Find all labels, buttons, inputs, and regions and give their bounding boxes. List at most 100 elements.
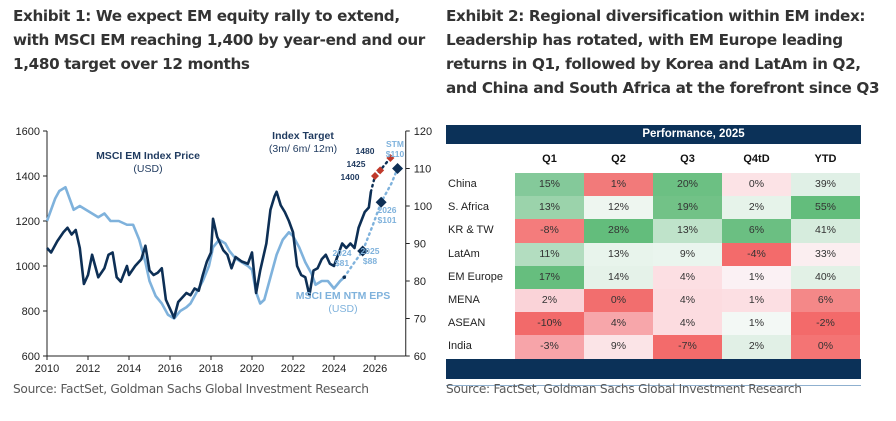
index-target-label: Index Target [272, 130, 334, 142]
exhibit1-line-chart: 600 800 1000 1200 1400 1600 60 70 80 90 100 110 120 2… [16, 126, 433, 375]
table-cell: 28% [584, 219, 653, 243]
left-tick-label: 800 [22, 306, 40, 318]
table-cell: -3% [515, 335, 584, 359]
left-tick-label: 1400 [16, 171, 40, 183]
table-cell: 12% [584, 196, 653, 220]
eps-target-marker [392, 163, 404, 174]
eps-target-marker [375, 196, 387, 208]
index-target-marker [386, 154, 395, 162]
table-row: ASEAN -10% 4% 4% 1% -2% [446, 312, 861, 336]
eps-series-unit: (USD) [328, 303, 357, 315]
row-label: China [448, 178, 477, 190]
exhibit1-source: Source: FactSet, Goldman Sachs Global In… [13, 382, 369, 396]
row-label: S. Africa [448, 201, 489, 214]
table-cell: -8% [515, 219, 584, 243]
x-tick-label: 2020 [240, 363, 264, 375]
right-tick-label: 80 [414, 276, 426, 288]
x-tick-label: 2018 [199, 363, 223, 375]
eps-stm-year: STM [386, 139, 404, 149]
table-cell: 13% [584, 242, 653, 266]
column-header: Q2 [611, 152, 626, 165]
eps-stm-value: $110 [386, 149, 405, 159]
row-label: India [448, 340, 472, 353]
eps-2025-value: $88 [363, 256, 377, 266]
right-tick-label: 100 [414, 201, 432, 213]
right-tick-label: 60 [414, 351, 426, 363]
row-label: LatAm [448, 247, 480, 260]
table-cell: 9% [653, 242, 722, 266]
table-row: LatAm 11% 13% 9% -4% 33% [446, 242, 861, 266]
table-cell: 40% [791, 265, 860, 289]
table-cell: 0% [584, 288, 653, 313]
table-cell: 2% [722, 196, 791, 220]
table-row: China 15% 1% 20% 0% 39% [446, 173, 861, 197]
column-header: YTD [814, 152, 837, 165]
table-cell: 6% [791, 288, 860, 313]
x-tick-label: 2014 [117, 363, 141, 375]
table-cell: 55% [791, 196, 860, 220]
table-row: India -3% 9% -7% 2% 0% [446, 335, 861, 359]
table-cell: 19% [653, 196, 722, 220]
x-tick-label: 2010 [35, 363, 59, 375]
table-row: EM Europe 17% 14% 4% 1% 40% [446, 265, 861, 289]
eps-2026-value: $101 [378, 215, 397, 225]
table-cell: 9% [584, 335, 653, 359]
right-tick-label: 120 [414, 126, 432, 138]
eps-point-2024 [342, 275, 347, 280]
row-label: EM Europe [448, 270, 504, 283]
x-tick-label: 2022 [281, 363, 305, 375]
table-cell: 1% [584, 173, 653, 197]
eps-projection-line [343, 167, 399, 279]
table-divider [446, 384, 861, 386]
table-cell: 11% [515, 242, 584, 266]
right-tick-label: 110 [414, 164, 432, 176]
table-title: Performance, 2025 [642, 128, 745, 140]
table-cell: 17% [515, 265, 584, 289]
column-header: Q4tD [743, 152, 770, 165]
series-layer [45, 156, 399, 320]
x-tick-label: 2016 [158, 363, 182, 375]
table-cell: 33% [791, 242, 860, 266]
eps-target-marker [357, 245, 369, 257]
table-row: S. Africa 13% 12% 19% 2% 55% [446, 196, 861, 220]
right-tick-label: 70 [414, 314, 426, 326]
table-row: MENA 2% 0% 4% 1% 6% [446, 288, 861, 313]
row-label: KR & TW [448, 224, 494, 237]
table-cell: -7% [653, 335, 722, 359]
marks-layer [342, 154, 404, 280]
x-tick-label: 2024 [322, 363, 346, 375]
table-cell: 13% [653, 219, 722, 243]
left-tick-label: 600 [22, 351, 40, 363]
table-cell: 0% [722, 173, 791, 197]
target-1480-label: 1480 [356, 146, 375, 156]
table-title-banner: Performance, 2025 [446, 125, 861, 144]
table-cell: 1% [722, 312, 791, 336]
table-cell: 39% [791, 173, 860, 197]
eps-series-label: MSCI EM NTM EPS [296, 290, 391, 302]
chart-axes: 600 800 1000 1200 1400 1600 60 70 80 90 100 110 120 2… [16, 126, 433, 375]
table-body: China 15% 1% 20% 0% 39% S. Africa 13% 12% 19% 2% 55… [446, 173, 861, 359]
x-tick-label: 2012 [76, 363, 100, 375]
table-cell: 13% [515, 196, 584, 220]
index-projection-line [369, 156, 392, 193]
table-cell: 2% [515, 288, 584, 313]
exhibit2-source: Source: FactSet, Goldman Sachs Global In… [446, 382, 802, 396]
table-cell: 14% [584, 265, 653, 289]
price-line [46, 190, 373, 320]
table-header-row: Q1 Q2 Q3 Q4tD YTD [446, 144, 861, 173]
column-header: Q3 [680, 152, 695, 165]
eps-2024-value: $81 [335, 258, 349, 268]
performance-table: Performance, 2025 Q1 Q2 Q3 Q4tD YTD Chin… [446, 125, 861, 386]
table-cell: 4% [584, 312, 653, 336]
left-tick-label: 1200 [16, 216, 40, 228]
table-cell: 0% [791, 335, 860, 359]
index-target-marker [376, 166, 385, 175]
left-tick-label: 1000 [16, 261, 40, 273]
target-1400-label: 1400 [341, 172, 360, 182]
eps-2025-year: 2025 [361, 246, 380, 256]
table-cell: -10% [515, 312, 584, 336]
table-cell: 4% [653, 288, 722, 313]
price-series-unit: (USD) [133, 163, 162, 175]
left-tick-label: 1600 [16, 126, 40, 138]
exhibit2-title: Exhibit 2: Regional diversification with… [446, 7, 880, 97]
